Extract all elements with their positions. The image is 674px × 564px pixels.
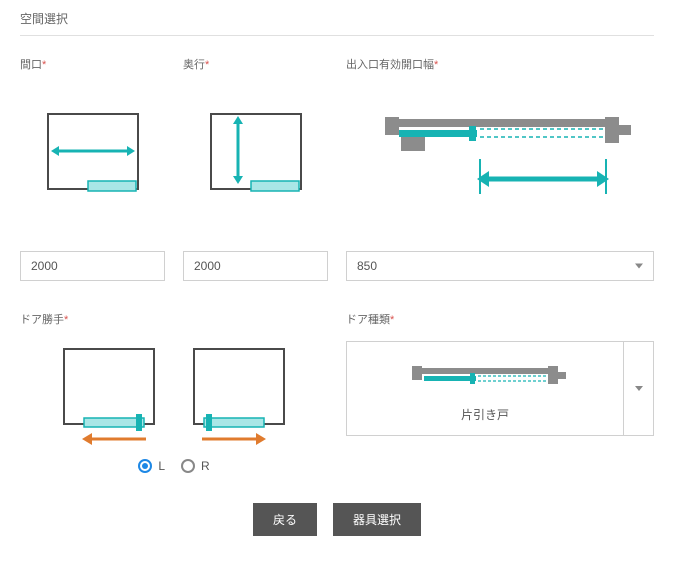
section-title: 空間選択 xyxy=(20,10,654,36)
chevron-down-icon xyxy=(635,264,643,269)
input-depth[interactable] xyxy=(183,251,328,281)
next-button[interactable]: 器具選択 xyxy=(333,503,421,536)
doortype-diagram xyxy=(400,354,570,394)
radio-icon xyxy=(138,459,152,473)
select-doortype[interactable]: 片引き戸 xyxy=(347,342,623,435)
radio-icon xyxy=(181,459,195,473)
label-depth: 奥行* xyxy=(183,56,328,72)
label-doortype: ドア種類* xyxy=(346,311,654,327)
label-width: 間口* xyxy=(20,56,165,72)
back-button[interactable]: 戻る xyxy=(253,503,317,536)
chevron-down-icon xyxy=(635,386,643,391)
diagram-opening xyxy=(346,86,654,221)
diagram-handed xyxy=(20,341,328,451)
doortype-dropdown-toggle[interactable] xyxy=(623,342,653,435)
radio-handed-r[interactable]: R xyxy=(181,459,210,473)
label-opening: 出入口有効開口幅* xyxy=(346,56,654,72)
doortype-value: 片引き戸 xyxy=(461,406,509,423)
label-handed: ドア勝手* xyxy=(20,311,328,327)
radio-handed-l[interactable]: L xyxy=(138,459,165,473)
diagram-depth xyxy=(183,86,328,221)
input-width[interactable] xyxy=(20,251,165,281)
select-opening[interactable]: 850 xyxy=(346,251,654,281)
diagram-width xyxy=(20,86,165,221)
